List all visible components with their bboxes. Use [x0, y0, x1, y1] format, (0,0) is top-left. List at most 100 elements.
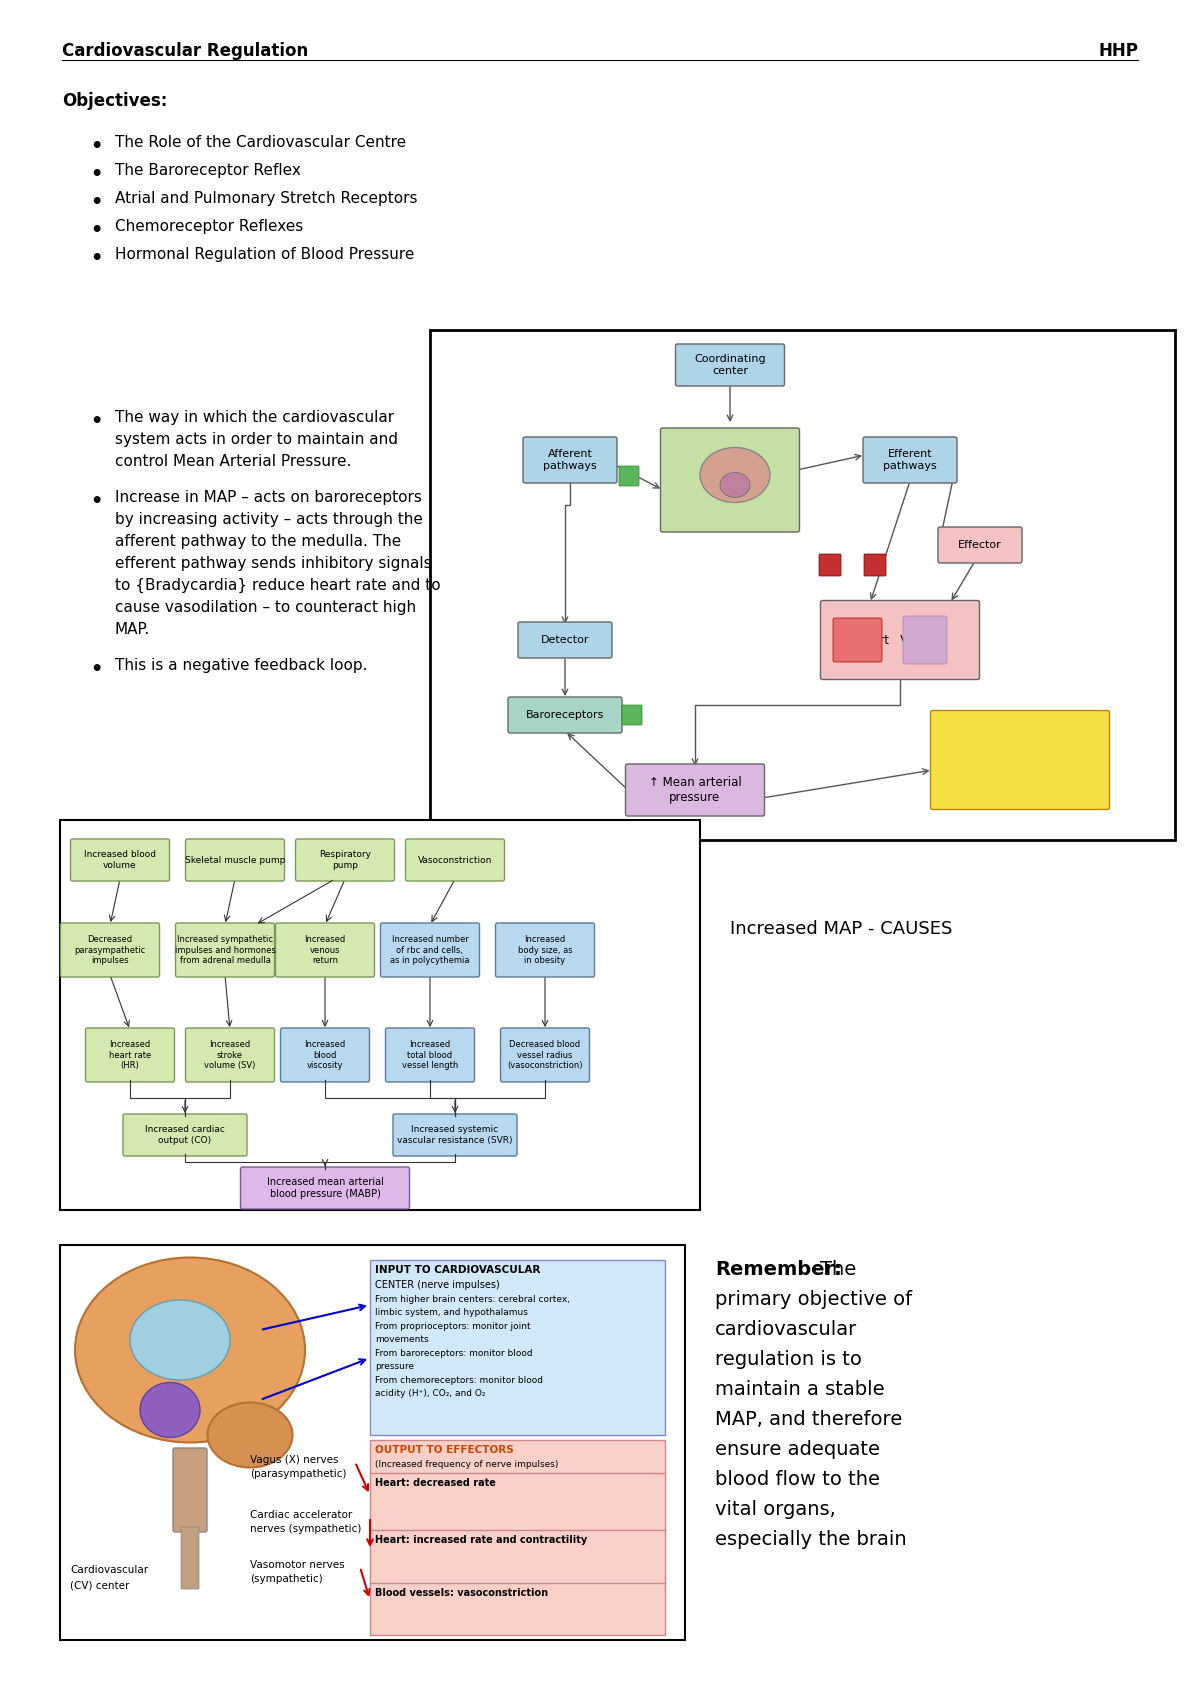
FancyBboxPatch shape [394, 1114, 517, 1156]
FancyBboxPatch shape [496, 924, 594, 976]
Text: cause vasodilation – to counteract high: cause vasodilation – to counteract high [115, 599, 416, 615]
Text: Increased MAP - CAUSES: Increased MAP - CAUSES [730, 920, 953, 937]
Text: especially the brain: especially the brain [715, 1530, 907, 1549]
Text: −: − [869, 559, 881, 572]
FancyBboxPatch shape [276, 924, 374, 976]
Text: cardiovascular: cardiovascular [715, 1319, 857, 1340]
Text: (sympathetic): (sympathetic) [250, 1574, 323, 1584]
FancyBboxPatch shape [619, 465, 640, 486]
Text: The Baroreceptor Reflex: The Baroreceptor Reflex [115, 163, 301, 178]
Text: •: • [90, 165, 102, 183]
Text: ↑ Mean arterial
pressure: ↑ Mean arterial pressure [649, 776, 742, 803]
Text: HHP: HHP [1098, 42, 1138, 59]
Text: Remember:: Remember: [715, 1260, 842, 1279]
Text: (CV) center: (CV) center [70, 1581, 130, 1589]
Text: Vasomotor nerves: Vasomotor nerves [250, 1560, 344, 1571]
Text: Increased number
of rbc and cells,
as in polycythemia: Increased number of rbc and cells, as in… [390, 936, 469, 964]
Text: The way in which the cardiovascular: The way in which the cardiovascular [115, 409, 394, 424]
Ellipse shape [720, 472, 750, 498]
Text: ensure adequate: ensure adequate [715, 1440, 880, 1459]
Text: Heart: increased rate and contractility: Heart: increased rate and contractility [374, 1535, 587, 1545]
Text: Increased
heart rate
(HR): Increased heart rate (HR) [109, 1041, 151, 1070]
Text: efferent pathway sends inhibitory signals: efferent pathway sends inhibitory signal… [115, 555, 432, 571]
Text: Atrial and Pulmonary Stretch Receptors: Atrial and Pulmonary Stretch Receptors [115, 190, 418, 205]
Text: +: + [624, 470, 635, 482]
Text: blood flow to the: blood flow to the [715, 1470, 880, 1489]
FancyBboxPatch shape [625, 764, 764, 817]
Text: Heart   Vessels: Heart Vessels [856, 633, 944, 647]
Text: Decreased
parasympathetic
impulses: Decreased parasympathetic impulses [74, 936, 145, 964]
Text: Hormonal Regulation of Blood Pressure: Hormonal Regulation of Blood Pressure [115, 246, 414, 261]
Text: •: • [90, 413, 102, 431]
Text: Increased cardiac
output (CO): Increased cardiac output (CO) [145, 1126, 224, 1144]
FancyBboxPatch shape [508, 696, 622, 734]
Text: MAP.: MAP. [115, 621, 150, 637]
Text: Effector: Effector [958, 540, 1002, 550]
Text: to {Bradycardia} reduce heart rate and to: to {Bradycardia} reduce heart rate and t… [115, 577, 440, 593]
Text: Skeletal muscle pump: Skeletal muscle pump [185, 856, 286, 864]
FancyBboxPatch shape [186, 839, 284, 881]
Text: Chemoreceptor Reflexes: Chemoreceptor Reflexes [115, 219, 304, 234]
Text: Vasoconstriction: Vasoconstriction [418, 856, 492, 864]
Text: Medulla: Medulla [706, 489, 755, 501]
Text: The: The [820, 1260, 857, 1279]
Text: Increased
body size, as
in obesity: Increased body size, as in obesity [517, 936, 572, 964]
Text: (parasympathetic): (parasympathetic) [250, 1469, 347, 1479]
FancyBboxPatch shape [240, 1167, 409, 1209]
Text: system acts in order to maintain and: system acts in order to maintain and [115, 431, 398, 447]
FancyBboxPatch shape [295, 839, 395, 881]
Text: •: • [90, 492, 102, 511]
Text: pressure: pressure [374, 1362, 414, 1370]
FancyBboxPatch shape [676, 345, 785, 385]
Text: Vagus (X) nerves: Vagus (X) nerves [250, 1455, 338, 1465]
FancyBboxPatch shape [406, 839, 504, 881]
Text: movements: movements [374, 1335, 428, 1345]
FancyBboxPatch shape [904, 616, 947, 664]
Text: From higher brain centers: cerebral cortex,: From higher brain centers: cerebral cort… [374, 1296, 570, 1304]
FancyBboxPatch shape [833, 618, 882, 662]
Text: Efferent
pathways: Efferent pathways [883, 450, 937, 470]
Text: afferent pathway to the medulla. The: afferent pathway to the medulla. The [115, 533, 401, 548]
FancyBboxPatch shape [938, 526, 1022, 564]
FancyBboxPatch shape [863, 436, 958, 482]
Text: −: − [824, 559, 836, 572]
Text: From proprioceptors: monitor joint: From proprioceptors: monitor joint [374, 1323, 530, 1331]
Ellipse shape [74, 1258, 305, 1443]
FancyBboxPatch shape [518, 621, 612, 659]
FancyBboxPatch shape [85, 1027, 174, 1082]
Text: From chemoreceptors: monitor blood: From chemoreceptors: monitor blood [374, 1375, 542, 1386]
FancyBboxPatch shape [523, 436, 617, 482]
Text: Detector: Detector [541, 635, 589, 645]
Ellipse shape [130, 1301, 230, 1380]
Text: From baroreceptors: monitor blood: From baroreceptors: monitor blood [374, 1348, 533, 1358]
FancyBboxPatch shape [500, 1027, 589, 1082]
Text: Bradycardia and
vasodilation
counteracts
increased mean
arterial pressure.: Bradycardia and vasodilation counteracts… [976, 732, 1064, 788]
Text: Heart: decreased rate: Heart: decreased rate [374, 1477, 496, 1487]
Text: nerves (sympathetic): nerves (sympathetic) [250, 1525, 361, 1533]
FancyBboxPatch shape [385, 1027, 474, 1082]
Text: Baroreceptors: Baroreceptors [526, 710, 604, 720]
Text: The Role of the Cardiovascular Centre: The Role of the Cardiovascular Centre [115, 136, 406, 149]
Text: CENTER (nerve impulses): CENTER (nerve impulses) [374, 1280, 499, 1290]
Text: OUTPUT TO EFFECTORS: OUTPUT TO EFFECTORS [374, 1445, 514, 1455]
Text: MAP, and therefore: MAP, and therefore [715, 1409, 902, 1430]
Text: •: • [90, 250, 102, 268]
FancyBboxPatch shape [370, 1440, 665, 1635]
FancyBboxPatch shape [181, 1527, 199, 1589]
FancyBboxPatch shape [660, 428, 799, 531]
Text: Coordinating
center: Coordinating center [694, 355, 766, 375]
Text: regulation is to: regulation is to [715, 1350, 862, 1369]
Text: primary objective of: primary objective of [715, 1290, 912, 1309]
Text: by increasing activity – acts through the: by increasing activity – acts through th… [115, 513, 422, 526]
FancyBboxPatch shape [622, 705, 642, 725]
Text: control Mean Arterial Pressure.: control Mean Arterial Pressure. [115, 453, 352, 469]
Ellipse shape [140, 1382, 200, 1438]
FancyBboxPatch shape [930, 710, 1110, 810]
Text: Cardiac accelerator: Cardiac accelerator [250, 1510, 353, 1520]
FancyBboxPatch shape [864, 554, 886, 576]
Text: Increased
stroke
volume (SV): Increased stroke volume (SV) [204, 1041, 256, 1070]
FancyBboxPatch shape [173, 1448, 208, 1532]
Text: Decreased blood
vessel radius
(vasoconstriction): Decreased blood vessel radius (vasoconst… [508, 1041, 583, 1070]
Text: INPUT TO CARDIOVASCULAR: INPUT TO CARDIOVASCULAR [374, 1265, 540, 1275]
Text: •: • [90, 138, 102, 156]
